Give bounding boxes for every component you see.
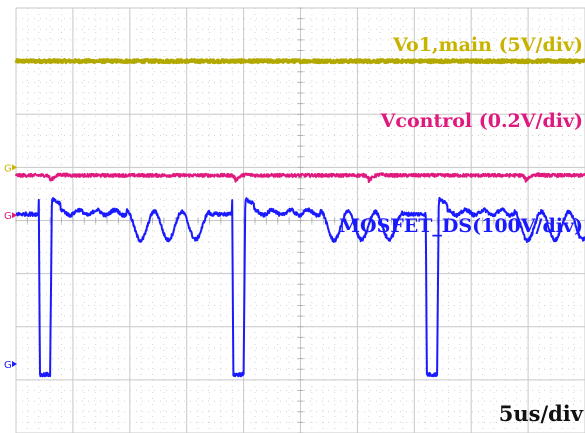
ground-markers: G G G bbox=[4, 163, 17, 371]
trace-0 bbox=[14, 58, 585, 65]
ground-marker-arrow-0 bbox=[12, 164, 17, 171]
ground-marker-arrow-1 bbox=[12, 212, 17, 219]
ground-marker-label-2: G bbox=[4, 360, 12, 371]
channel-label-mosfet-ds: MOSFET_DS(100V/div) bbox=[339, 215, 583, 237]
ground-marker-label-1: G bbox=[4, 211, 12, 222]
ground-marker-label-0: G bbox=[4, 163, 12, 174]
ground-marker-arrow-2 bbox=[12, 360, 17, 367]
channel-label-vcontrol: Vcontrol (0.2V/div) bbox=[380, 110, 583, 132]
channel-label-vo1-main: Vo1,main (5V/div) bbox=[392, 34, 583, 56]
trace-layer bbox=[14, 58, 585, 378]
channel-labels: Vo1,main (5V/div) Vcontrol (0.2V/div) MO… bbox=[339, 34, 584, 426]
timebase-label: 5us/div bbox=[499, 401, 584, 426]
trace-2 bbox=[15, 196, 585, 378]
trace-1 bbox=[15, 172, 585, 184]
